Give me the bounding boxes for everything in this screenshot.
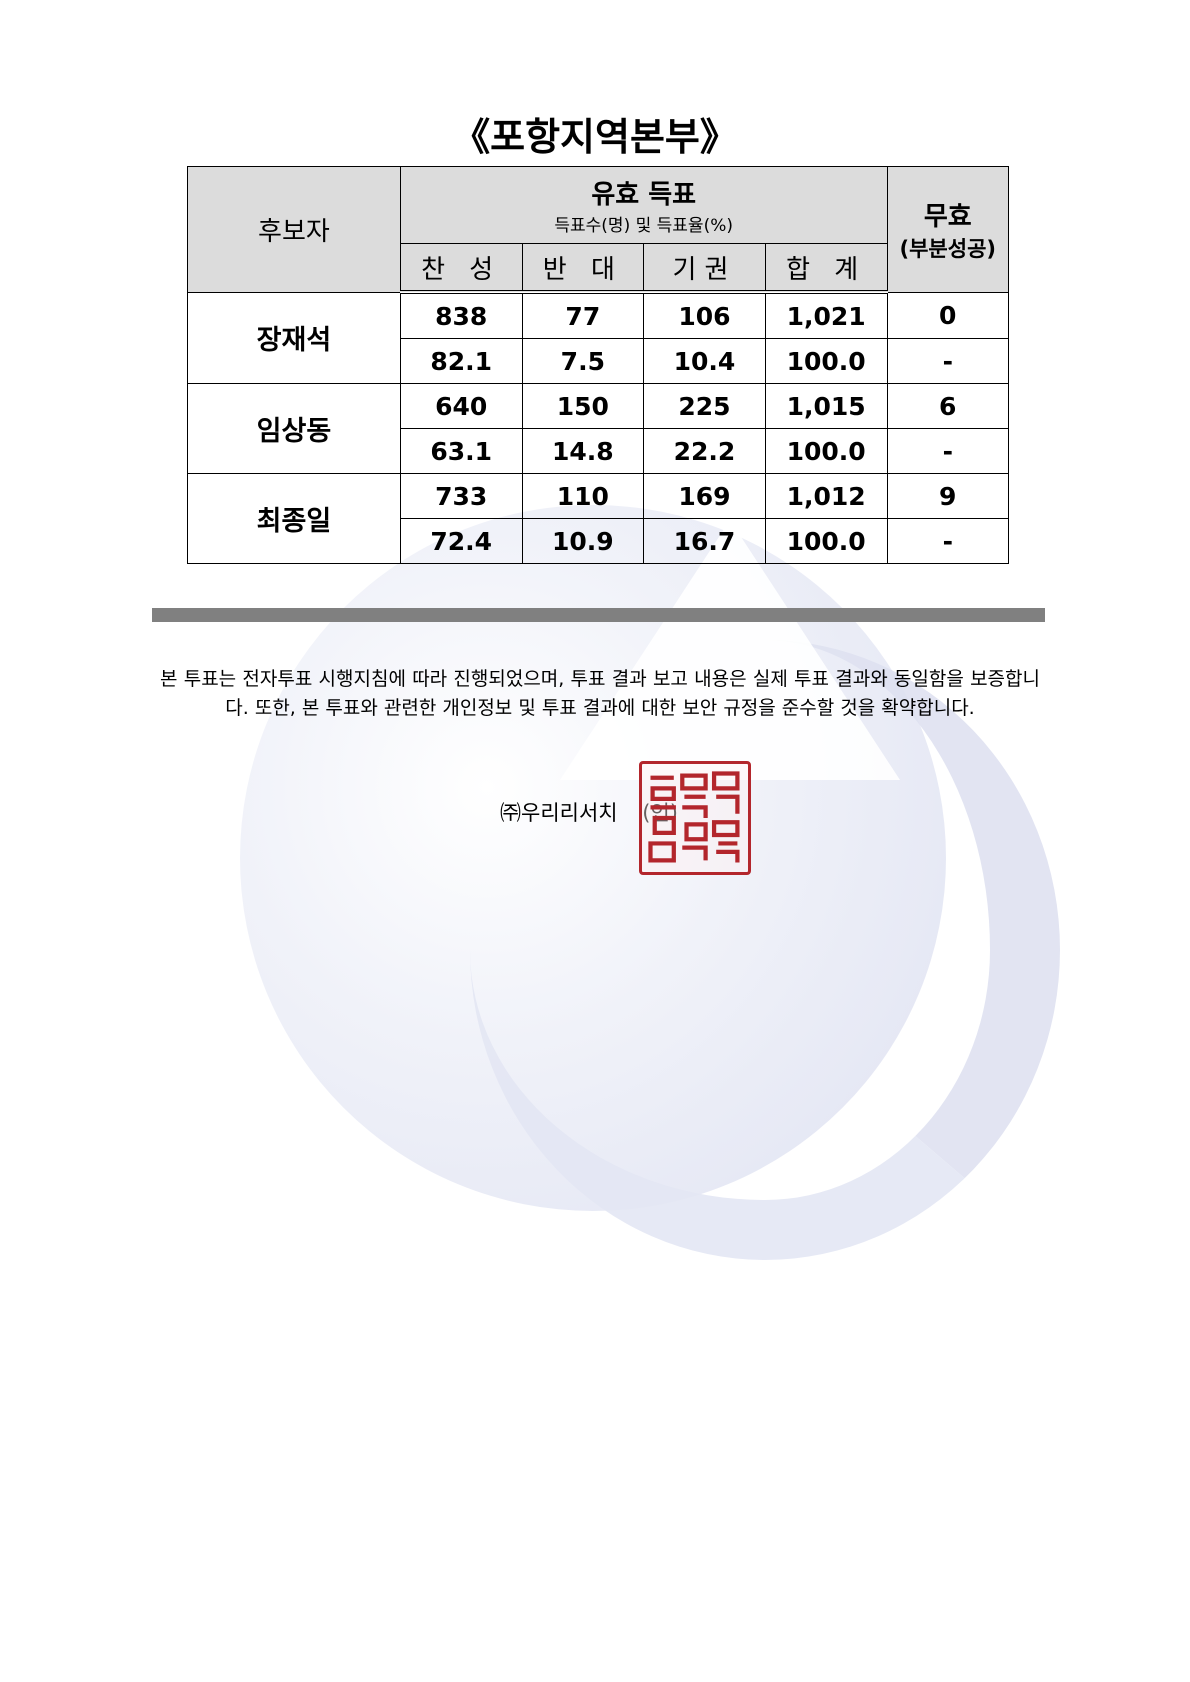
- vote-rate: 10.9: [521, 518, 645, 564]
- header-valid-votes-label: 유효 득표: [591, 180, 697, 210]
- vote-count: 77: [521, 291, 645, 339]
- vote-rate: 100.0: [764, 428, 888, 474]
- candidate-name: 임상동: [187, 383, 401, 474]
- table-row-counts: 임상동 640 150 225 1,015 6: [187, 383, 1010, 474]
- vote-rate: 100.0: [764, 338, 888, 384]
- vote-rate: 72.4: [399, 518, 523, 564]
- header-invalid-sub: (부분성공): [899, 236, 996, 261]
- invalid-rate: -: [886, 518, 1010, 564]
- invalid-count: 9: [886, 473, 1010, 519]
- vote-count: 640: [399, 383, 523, 429]
- table-row-counts: 최종일 733 110 169 1,012 9: [187, 473, 1010, 564]
- company-name: ㈜우리리서치 (인): [500, 797, 678, 827]
- header-total: 합 계: [764, 243, 888, 294]
- header-valid-votes-sub: 득표수(명) 및 득표율(%): [554, 216, 733, 236]
- header-invalid: 무효 (부분성공): [886, 166, 1010, 293]
- statement: 본 투표는 전자투표 시행지침에 따라 진행되었으며, 투표 결과 보고 내용은…: [160, 665, 1040, 723]
- vote-count: 1,015: [764, 383, 888, 429]
- vote-count: 150: [521, 383, 645, 429]
- vote-count: 733: [399, 473, 523, 519]
- vote-rate: 7.5: [521, 338, 645, 384]
- vote-count: 838: [399, 291, 523, 339]
- company-seal-stamp: [639, 761, 751, 875]
- vote-count: 106: [643, 291, 766, 339]
- candidate-name: 최종일: [187, 473, 401, 564]
- vote-count: 169: [643, 473, 766, 519]
- vote-rate: 14.8: [521, 428, 645, 474]
- invalid-rate: -: [886, 428, 1010, 474]
- invalid-count: 6: [886, 383, 1010, 429]
- header-abstain: 기권: [643, 243, 766, 294]
- vote-rate: 22.2: [643, 428, 766, 474]
- vote-rate: 10.4: [643, 338, 766, 384]
- vote-count: 110: [521, 473, 645, 519]
- page-title: 《포항지역본부》: [452, 115, 738, 159]
- vote-rate: 63.1: [399, 428, 523, 474]
- company-label: ㈜우리리서치: [500, 801, 618, 825]
- header-candidate: 후보자: [187, 166, 401, 293]
- statement-text: 본 투표는 전자투표 시행지침에 따라 진행되었으며, 투표 결과 보고 내용은…: [160, 668, 1040, 719]
- vote-count: 225: [643, 383, 766, 429]
- header-invalid-label: 무효: [923, 201, 972, 232]
- vote-rate: 16.7: [643, 518, 766, 564]
- divider-bar: [152, 608, 1045, 622]
- vote-rate: 82.1: [399, 338, 523, 384]
- candidate-name: 장재석: [187, 291, 401, 384]
- header-yes: 찬 성: [399, 243, 523, 294]
- invalid-rate: -: [886, 338, 1010, 384]
- vote-count: 1,012: [764, 473, 888, 519]
- header-valid-votes: 유효 득표 득표수(명) 및 득표율(%): [399, 166, 888, 244]
- results-table: 후보자 유효 득표 득표수(명) 및 득표율(%) 무효 (부분성공) 찬 성 …: [187, 166, 1010, 564]
- header-no: 반 대: [521, 243, 645, 294]
- table-row-rates: 72.4 10.9 16.7 100.0-: [188, 518, 1010, 564]
- table-row-counts: 장재석 838 77 106 1,021 0: [187, 291, 1010, 384]
- table-row-rates: 82.1 7.5 10.4 100.0-: [188, 338, 1010, 384]
- vote-count: 1,021: [764, 291, 888, 339]
- vote-rate: 100.0: [764, 518, 888, 564]
- invalid-count: 0: [886, 291, 1010, 339]
